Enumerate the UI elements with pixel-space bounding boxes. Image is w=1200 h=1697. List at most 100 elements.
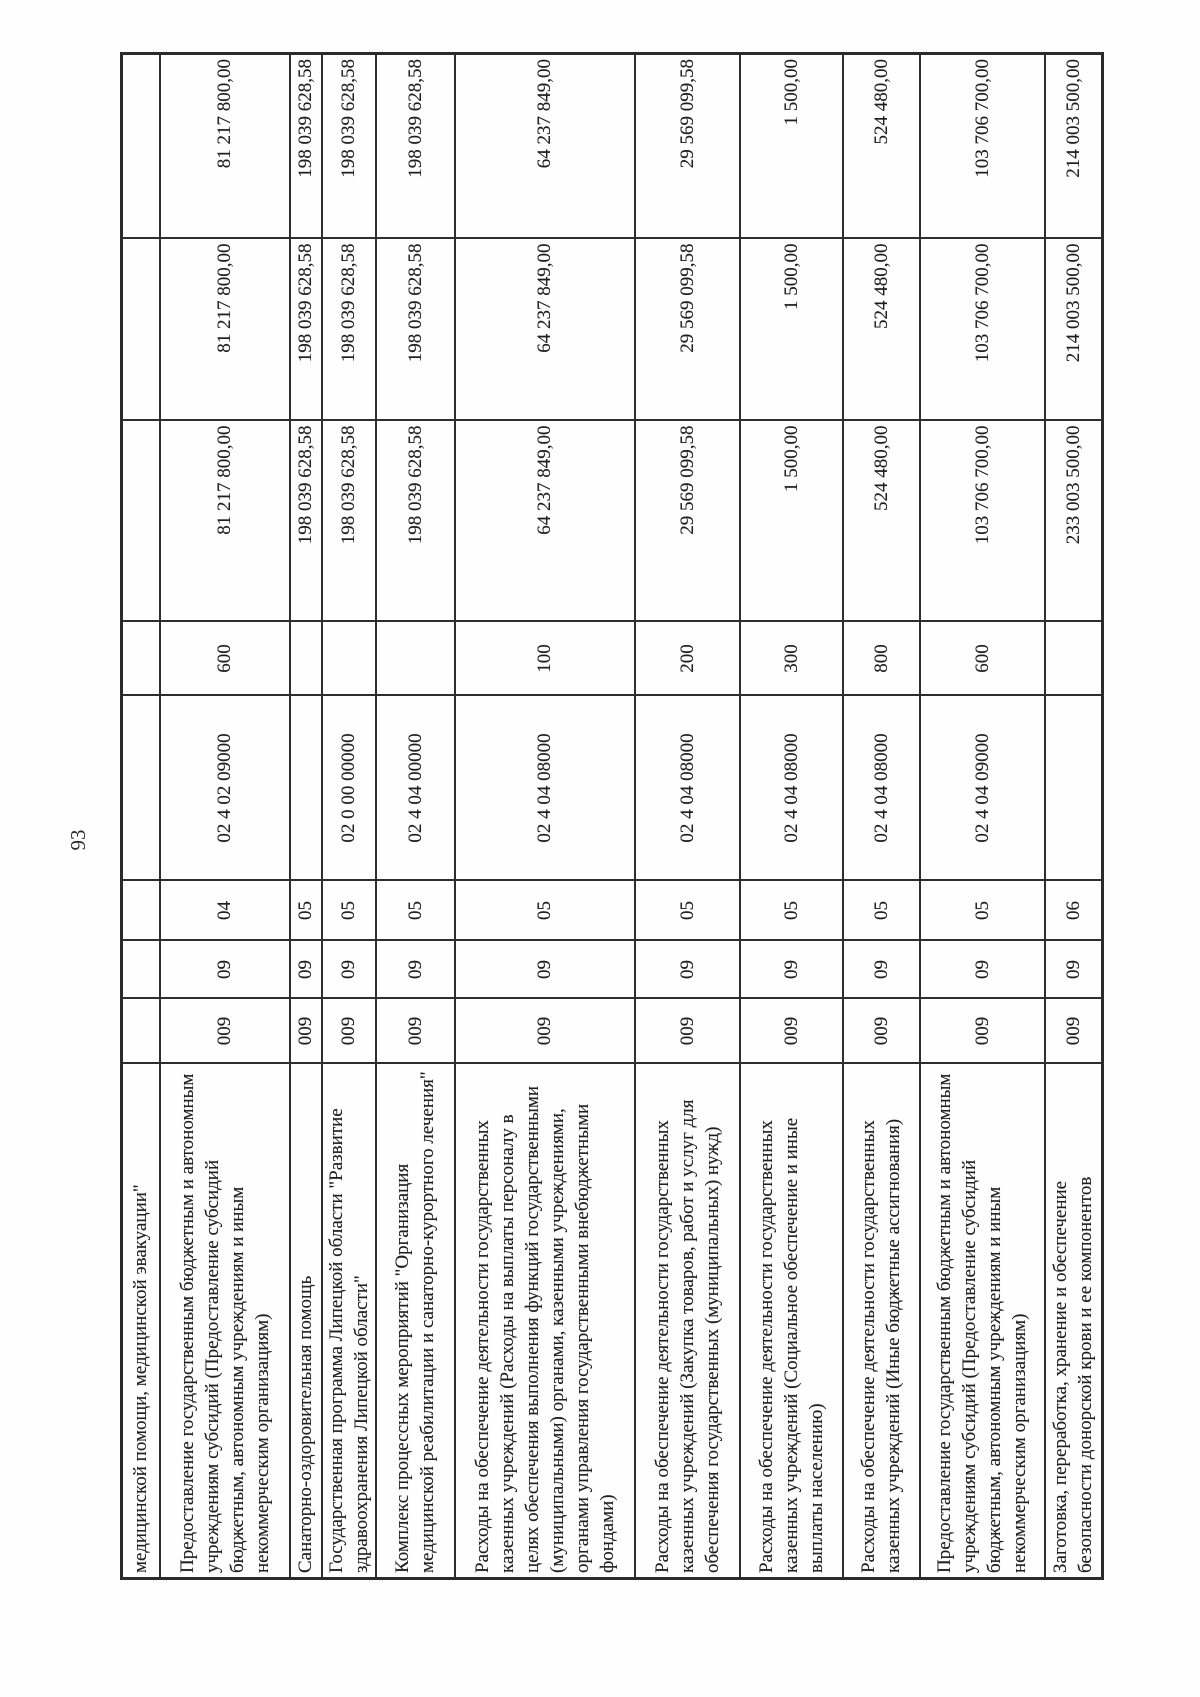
- target-article-cell: 02 4 04 08000: [842, 695, 920, 881]
- expense-type-cell: 600: [159, 621, 290, 696]
- amount-cell: 103 706 700,00: [919, 53, 1045, 239]
- name-cell: Расходы на обеспечение деятельности госу…: [739, 1063, 843, 1579]
- amount-cell: 64 237 849,00: [454, 238, 635, 421]
- podrazdel-cell: 05: [289, 880, 322, 941]
- target-article-cell: 02 4 04 08000: [739, 695, 843, 881]
- expense-type-cell: [321, 621, 376, 696]
- table-row: медицинской помощи, медицинской эвакуаци…: [121, 53, 160, 1579]
- expense-type-cell: [121, 621, 160, 696]
- amount-cell: 214 003 500,00: [1044, 53, 1103, 239]
- expense-type-cell: [375, 621, 455, 696]
- table-row: Заготовка, переработка, хранение и обесп…: [1044, 53, 1103, 1579]
- budget-table: медицинской помощи, медицинской эвакуаци…: [120, 52, 1104, 1580]
- expense-type-cell: [289, 621, 322, 696]
- amount-cell: 198 039 628,58: [321, 238, 376, 421]
- razdel-cell: 09: [739, 940, 843, 999]
- amount-cell: 524 480,00: [842, 53, 920, 239]
- amount-cell: 198 039 628,58: [289, 420, 322, 622]
- podrazdel-cell: 06: [1044, 880, 1103, 941]
- amount-cell: 81 217 800,00: [159, 238, 290, 421]
- expense-type-cell: 100: [454, 621, 635, 696]
- grbs-cell: 009: [842, 998, 920, 1064]
- amount-cell: 64 237 849,00: [454, 53, 635, 239]
- name-cell: Комплекс процессных мероприятий "Организ…: [375, 1063, 455, 1579]
- podrazdel-cell: [121, 880, 160, 941]
- grbs-cell: 009: [454, 998, 635, 1064]
- amount-cell: 198 039 628,58: [289, 238, 322, 421]
- podrazdel-cell: 05: [634, 880, 740, 941]
- amount-cell: [121, 420, 160, 622]
- amount-cell: 1 500,00: [739, 53, 843, 239]
- podrazdel-cell: 05: [739, 880, 843, 941]
- podrazdel-cell: 05: [842, 880, 920, 941]
- amount-cell: 198 039 628,58: [375, 420, 455, 622]
- razdel-cell: 09: [375, 940, 455, 999]
- amount-cell: 29 569 099,58: [634, 53, 740, 239]
- expense-type-cell: 600: [919, 621, 1045, 696]
- amount-cell: 29 569 099,58: [634, 238, 740, 421]
- amount-cell: 198 039 628,58: [321, 420, 376, 622]
- razdel-cell: 09: [321, 940, 376, 999]
- expense-type-cell: 800: [842, 621, 920, 696]
- grbs-cell: 009: [321, 998, 376, 1064]
- amount-cell: 233 003 500,00: [1044, 420, 1103, 622]
- grbs-cell: 009: [159, 998, 290, 1064]
- amount-cell: 214 003 500,00: [1044, 238, 1103, 421]
- amount-cell: 81 217 800,00: [159, 420, 290, 622]
- name-cell: Расходы на обеспечение деятельности госу…: [454, 1063, 635, 1579]
- amount-cell: 103 706 700,00: [919, 238, 1045, 421]
- table-row: Комплекс процессных мероприятий "Организ…: [375, 53, 455, 1579]
- target-article-cell: [1044, 695, 1103, 881]
- amount-cell: 29 569 099,58: [634, 420, 740, 622]
- podrazdel-cell: 05: [919, 880, 1045, 941]
- amount-cell: 198 039 628,58: [375, 238, 455, 421]
- amount-cell: 81 217 800,00: [159, 53, 290, 239]
- table-row: Расходы на обеспечение деятельности госу…: [739, 53, 843, 1579]
- amount-cell: 524 480,00: [842, 238, 920, 421]
- target-article-cell: 02 4 02 09000: [159, 695, 290, 881]
- name-cell: медицинской помощи, медицинской эвакуаци…: [121, 1063, 160, 1579]
- target-article-cell: 02 4 04 09000: [919, 695, 1045, 881]
- razdel-cell: 09: [454, 940, 635, 999]
- podrazdel-cell: 05: [321, 880, 376, 941]
- table-row: Санаторно-оздоровительная помощь 009 09 …: [289, 53, 322, 1579]
- target-article-cell: 02 4 04 00000: [375, 695, 455, 881]
- razdel-cell: 09: [159, 940, 290, 999]
- razdel-cell: 09: [919, 940, 1045, 999]
- podrazdel-cell: 05: [454, 880, 635, 941]
- table-row: Расходы на обеспечение деятельности госу…: [634, 53, 740, 1579]
- table-row: Предоставление государственным бюджетным…: [919, 53, 1045, 1579]
- amount-cell: [121, 53, 160, 239]
- amount-cell: 198 039 628,58: [375, 53, 455, 239]
- target-article-cell: 02 0 00 00000: [321, 695, 376, 881]
- podrazdel-cell: 05: [375, 880, 455, 941]
- razdel-cell: [121, 940, 160, 999]
- name-cell: Предоставление государственным бюджетным…: [919, 1063, 1045, 1579]
- page-number: 93: [66, 829, 90, 851]
- grbs-cell: 009: [919, 998, 1045, 1064]
- grbs-cell: 009: [375, 998, 455, 1064]
- table-row: Расходы на обеспечение деятельности госу…: [454, 53, 635, 1579]
- name-cell: Расходы на обеспечение деятельности госу…: [634, 1063, 740, 1579]
- target-article-cell: [121, 695, 160, 881]
- target-article-cell: 02 4 04 08000: [634, 695, 740, 881]
- razdel-cell: 09: [1044, 940, 1103, 999]
- amount-cell: 524 480,00: [842, 420, 920, 622]
- razdel-cell: 09: [289, 940, 322, 999]
- table-row: Государственная программа Липецкой облас…: [321, 53, 376, 1579]
- podrazdel-cell: 04: [159, 880, 290, 941]
- table-row: Предоставление государственным бюджетным…: [159, 53, 290, 1579]
- expense-type-cell: [1044, 621, 1103, 696]
- amount-cell: [121, 238, 160, 421]
- amount-cell: 198 039 628,58: [289, 53, 322, 239]
- name-cell: Предоставление государственным бюджетным…: [159, 1063, 290, 1579]
- name-cell: Расходы на обеспечение деятельности госу…: [842, 1063, 920, 1579]
- grbs-cell: 009: [634, 998, 740, 1064]
- amount-cell: 198 039 628,58: [321, 53, 376, 239]
- amount-cell: 1 500,00: [739, 238, 843, 421]
- name-cell: Санаторно-оздоровительная помощь: [289, 1063, 322, 1579]
- name-cell: Государственная программа Липецкой облас…: [321, 1063, 376, 1579]
- table-row: Расходы на обеспечение деятельности госу…: [842, 53, 920, 1579]
